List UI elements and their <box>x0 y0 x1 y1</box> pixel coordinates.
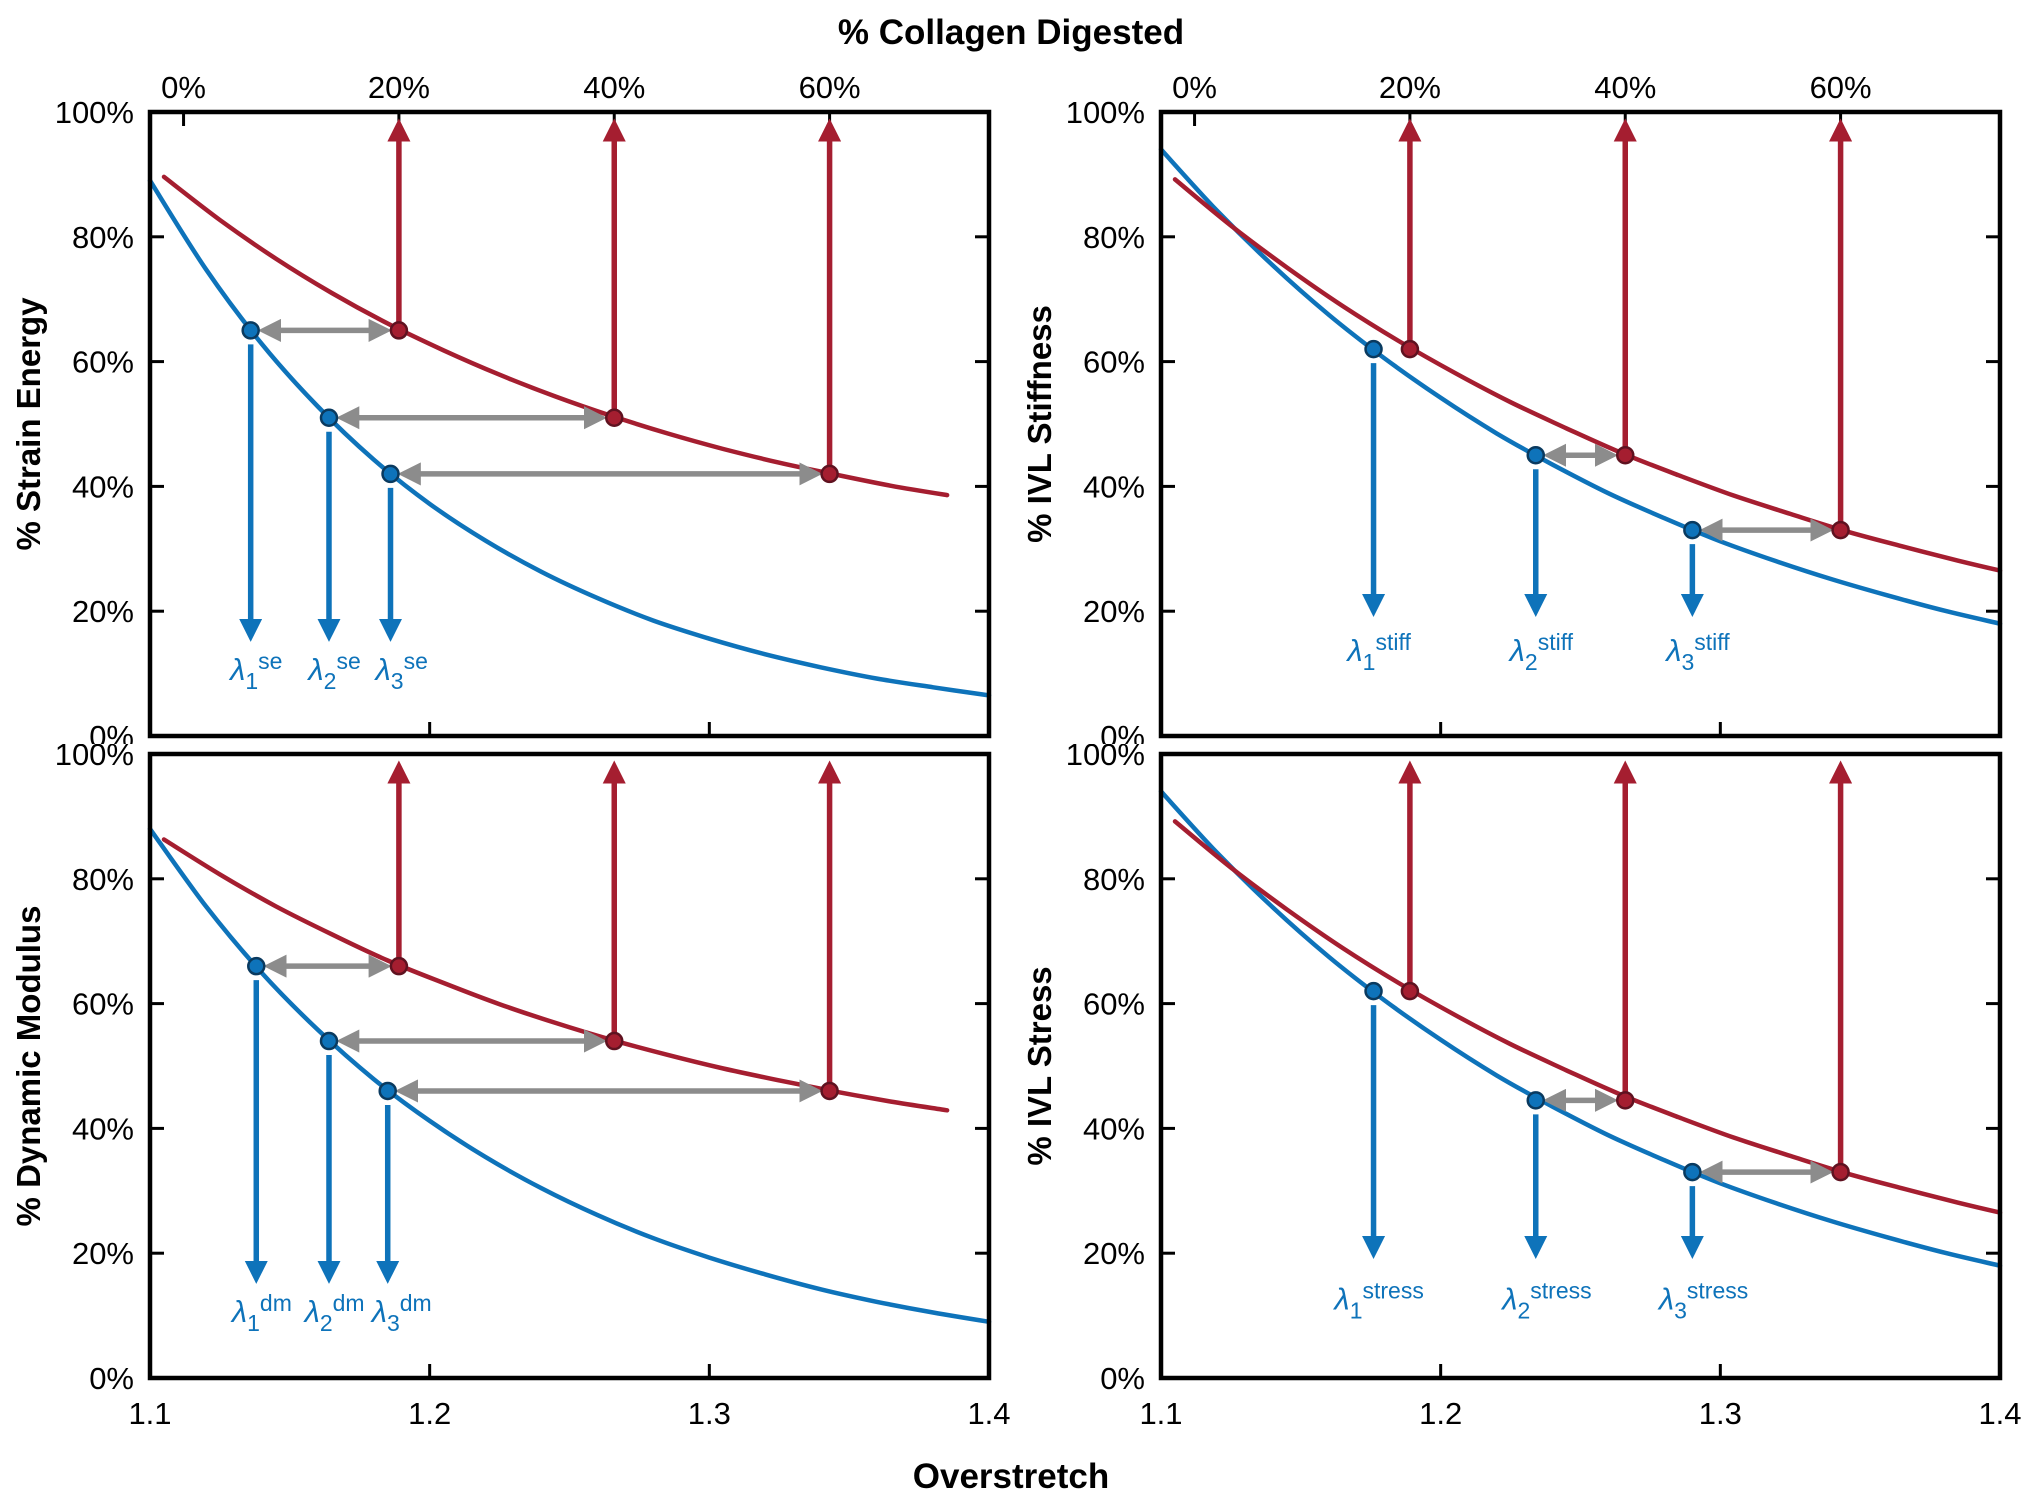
y-tick-label: 20% <box>1083 594 1145 629</box>
x-tick-label: 1.4 <box>1978 1396 2021 1431</box>
top-tick-label: 60% <box>1810 70 1872 105</box>
lambda-label: λ3stress <box>1657 1277 1748 1323</box>
lambda-label: λ3se <box>374 648 428 694</box>
top-tick-label: 0% <box>1172 70 1217 105</box>
panel-grid: 0% 20% 40% 60% 80% 100% 0% 20% 40% 60%% Strain En… <box>0 60 2022 1450</box>
y-tick-label: 60% <box>1083 987 1145 1022</box>
y-tick-label: 0% <box>1100 719 1145 744</box>
lambda-label: λ3dm <box>370 1290 432 1336</box>
y-tick-label: 20% <box>72 1236 134 1271</box>
blue-curve <box>147 826 992 1325</box>
red-marker <box>1615 1091 1635 1110</box>
lambda-label: λ2stress <box>1500 1277 1591 1323</box>
plot-border <box>1158 751 2003 1381</box>
top-tick-label: 20% <box>368 70 430 105</box>
blue-curve <box>1158 789 2003 1268</box>
blue-marker <box>1364 981 1383 1001</box>
y-axis-label: % IVL Stiffness <box>1021 305 1058 543</box>
red-curve <box>1172 177 2003 573</box>
y-tick-label: 0% <box>89 719 134 744</box>
y-tick-label: 100% <box>55 95 134 130</box>
panel-ivl-stiffness: 0% 20% 40% 60% 80% 100% 0% 20% 40% 60% % IVL Stiff… <box>1011 60 2022 744</box>
y-axis-label: % Strain Energy <box>10 297 47 551</box>
y-tick-label: 40% <box>1083 1111 1145 1146</box>
plot-border <box>1158 109 2003 739</box>
y-tick-label: 40% <box>72 1111 134 1146</box>
y-tick-label: 40% <box>72 469 134 504</box>
lambda-label: λ1stress <box>1332 1277 1423 1323</box>
y-tick-label: 0% <box>1100 1361 1145 1396</box>
blue-marker <box>319 408 339 428</box>
blue-marker <box>1526 445 1546 465</box>
y-tick-label: 60% <box>72 987 134 1022</box>
panel-ivl-stress: 0% 20% 40% 60% 80% 100% 1.1 1.2 1.3 1.4 % IVL Stre… <box>1011 744 2022 1450</box>
x-tick-label: 1.3 <box>1699 1396 1742 1431</box>
red-marker <box>820 1081 839 1101</box>
blue-marker <box>319 1031 339 1051</box>
red-marker <box>604 1031 624 1051</box>
y-tick-label: 40% <box>1083 469 1145 504</box>
blue-marker <box>241 321 260 340</box>
panel-strain-energy: 0% 20% 40% 60% 80% 100% 0% 20% 40% 60% % Strain En… <box>0 60 1011 744</box>
y-tick-label: 100% <box>1066 95 1145 130</box>
y-axis-label: % IVL Stress <box>1021 966 1058 1165</box>
red-marker <box>1831 1162 1850 1182</box>
y-tick-label: 80% <box>1083 862 1145 897</box>
lambda-label: λ1se <box>228 648 282 694</box>
red-marker <box>389 956 409 976</box>
red-marker <box>1400 981 1420 1001</box>
y-tick-label: 0% <box>89 1361 134 1396</box>
top-tick-label: 20% <box>1379 70 1441 105</box>
x-tick-label: 1.2 <box>408 1396 451 1431</box>
blue-marker <box>1683 520 1702 540</box>
red-marker <box>1615 445 1635 465</box>
red-marker <box>389 321 409 340</box>
lambda-label: λ3stiff <box>1664 629 1730 675</box>
x-axis-title: Overstretch <box>912 1457 1110 1496</box>
red-marker <box>1831 520 1850 540</box>
lambda-label: λ1dm <box>230 1290 292 1336</box>
y-tick-label: 20% <box>72 594 134 629</box>
y-tick-label: 100% <box>55 744 134 772</box>
y-tick-label: 80% <box>1083 220 1145 255</box>
blue-marker <box>1364 339 1383 359</box>
blue-curve <box>147 178 992 698</box>
lambda-label: λ2dm <box>303 1290 365 1336</box>
plot-border <box>147 751 992 1381</box>
y-tick-label: 20% <box>1083 1236 1145 1271</box>
lambda-label: λ2se <box>306 648 360 694</box>
top-axis-title: % Collagen Digested <box>837 13 1185 52</box>
x-tick-label: 1.4 <box>967 1396 1010 1431</box>
red-marker <box>820 464 839 484</box>
y-tick-label: 60% <box>72 345 134 380</box>
y-tick-label: 100% <box>1066 744 1145 772</box>
top-tick-label: 40% <box>1594 70 1656 105</box>
red-marker <box>604 408 624 428</box>
top-tick-label: 60% <box>799 70 861 105</box>
blue-curve <box>1158 147 2003 626</box>
y-tick-label: 60% <box>1083 345 1145 380</box>
x-tick-label: 1.1 <box>1139 1396 1182 1431</box>
blue-marker <box>247 956 266 976</box>
plot-border <box>147 109 992 739</box>
x-tick-label: 1.3 <box>688 1396 731 1431</box>
panel-dynamic-modulus: 0% 20% 40% 60% 80% 100% 1.1 1.2 1.3 1.4 % Dynamic … <box>0 744 1011 1450</box>
blue-marker <box>1683 1162 1702 1182</box>
top-tick-label: 40% <box>583 70 645 105</box>
lambda-label: λ1stiff <box>1345 629 1411 675</box>
y-tick-label: 80% <box>72 220 134 255</box>
y-axis-label: % Dynamic Modulus <box>10 906 47 1227</box>
y-tick-label: 80% <box>72 862 134 897</box>
blue-marker <box>381 464 400 484</box>
lambda-label: λ2stiff <box>1508 629 1574 675</box>
x-tick-label: 1.1 <box>128 1396 171 1431</box>
blue-marker <box>378 1081 397 1101</box>
red-curve <box>1172 819 2003 1215</box>
blue-marker <box>1526 1091 1546 1110</box>
top-tick-label: 0% <box>161 70 206 105</box>
red-marker <box>1400 339 1420 359</box>
x-tick-label: 1.2 <box>1419 1396 1462 1431</box>
